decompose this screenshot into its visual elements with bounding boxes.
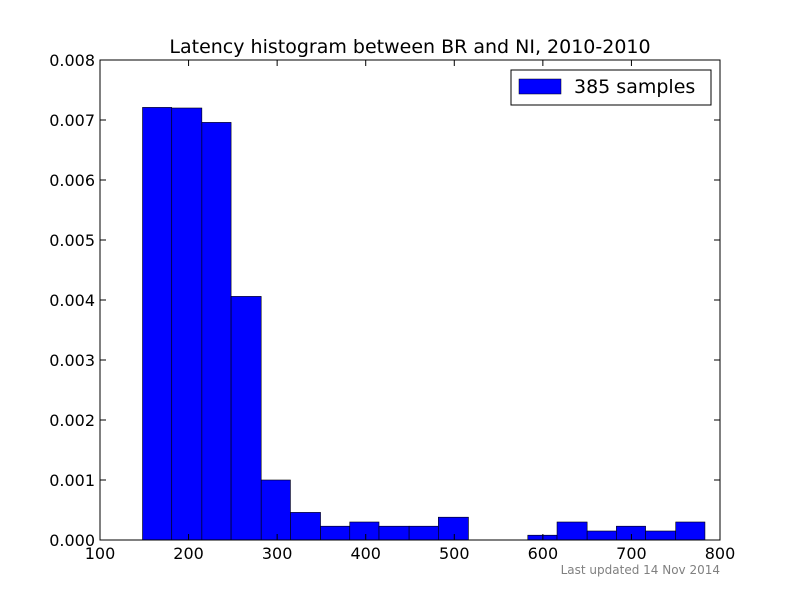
histogram-bar-10 <box>438 516 469 541</box>
histogram-bar-0 <box>142 107 173 541</box>
histogram-bar-6 <box>320 525 351 541</box>
legend: 385 samples <box>510 69 712 106</box>
histogram-bar-7 <box>349 521 380 541</box>
tick-labels-group: 100 200 300 400 500 600 700 800 0.000 0.001 0.002 0… <box>49 51 735 563</box>
x-tick-label-7: 800 <box>705 544 736 563</box>
y-tick-label-1: 0.001 <box>49 471 95 490</box>
x-tick-label-4: 500 <box>439 544 470 563</box>
y-tick-label-6: 0.006 <box>49 171 95 190</box>
histogram-bar-14 <box>556 521 588 541</box>
y-tick-label-2: 0.002 <box>49 411 95 430</box>
x-tick-label-0: 100 <box>85 544 116 563</box>
x-tick-label-6: 700 <box>616 544 647 563</box>
bars-group <box>142 107 706 541</box>
histogram-bar-8 <box>378 525 410 541</box>
last-updated-text: Last updated 14 Nov 2014 <box>561 563 720 577</box>
histogram-bar-2 <box>201 122 232 541</box>
legend-label: 385 samples <box>574 76 695 98</box>
x-tick-label-5: 600 <box>528 544 559 563</box>
histogram-bar-3 <box>230 296 262 541</box>
y-tick-label-4: 0.004 <box>49 291 95 310</box>
y-tick-label-7: 0.007 <box>49 111 95 130</box>
x-tick-label-3: 400 <box>350 544 381 563</box>
y-tick-label-5: 0.005 <box>49 231 95 250</box>
y-tick-label-8: 0.008 <box>49 51 95 70</box>
histogram-bar-17 <box>645 530 677 541</box>
histogram-bar-9 <box>408 525 439 541</box>
x-tick-label-1: 200 <box>173 544 204 563</box>
y-tick-label-3: 0.003 <box>49 351 95 370</box>
histogram-bar-4 <box>260 479 291 541</box>
histogram-bar-5 <box>290 512 321 541</box>
histogram-bar-15 <box>586 530 617 541</box>
x-tick-label-2: 300 <box>262 544 293 563</box>
y-tick-label-0: 0.000 <box>49 531 95 550</box>
legend-swatch <box>518 78 562 95</box>
chart-title: Latency histogram between BR and NI, 201… <box>169 36 650 58</box>
histogram-bar-18 <box>675 521 706 541</box>
ticks-group <box>99 59 721 541</box>
histogram-bar-1 <box>171 107 203 541</box>
